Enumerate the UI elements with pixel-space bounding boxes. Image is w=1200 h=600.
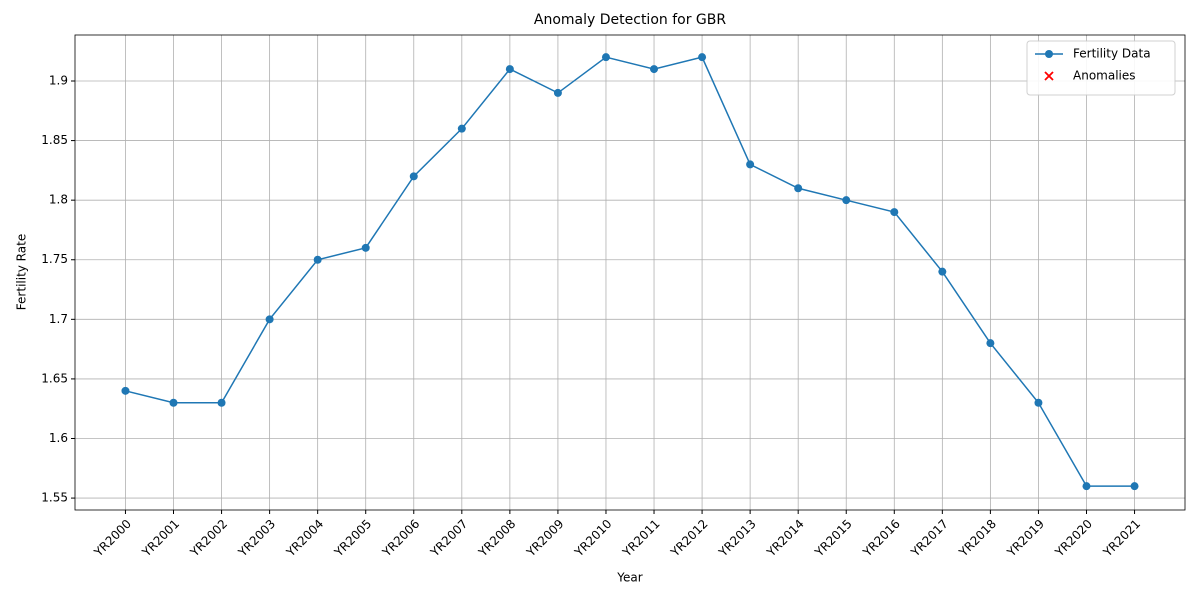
point (121, 386, 130, 395)
point (457, 124, 466, 133)
point (1082, 482, 1091, 491)
point (698, 53, 707, 62)
x-tick-label: YR2000 (91, 517, 134, 560)
legend-label: Fertility Data (1073, 47, 1151, 61)
point (313, 255, 322, 264)
x-tick-label: YR2011 (619, 517, 662, 560)
point (169, 398, 178, 407)
point (217, 398, 226, 407)
point (505, 65, 514, 74)
y-tick-label: 1.6 (49, 431, 68, 445)
point (986, 339, 995, 348)
y-axis-label: Fertility Rate (15, 234, 29, 310)
line (125, 56, 1135, 487)
x-tick-label: YR2007 (427, 517, 470, 560)
y-tick-label: 1.8 (49, 193, 68, 207)
legend-marker (1044, 71, 1054, 81)
x-tick-label: YR2012 (667, 517, 710, 560)
y-tick-label: 1.75 (41, 252, 68, 266)
point (746, 160, 755, 169)
point (409, 172, 418, 181)
point (794, 184, 803, 193)
plot-frame (74, 34, 1186, 511)
y-tick-label: 1.7 (49, 312, 68, 326)
x-tick-label: YR2002 (187, 517, 230, 560)
x-tick-label: YR2003 (235, 517, 278, 560)
x-tick-label: YR2005 (331, 517, 374, 560)
x-tick-label: YR2001 (139, 517, 182, 560)
x-tick-label: YR2016 (860, 517, 903, 560)
x-tick-label: YR2008 (475, 517, 518, 560)
x-tick-label: YR2006 (379, 517, 422, 560)
legend-box (1026, 40, 1176, 96)
point (938, 267, 947, 276)
x-tick-label: YR2014 (763, 517, 806, 560)
x-tick-label: YR2013 (715, 517, 758, 560)
point (601, 53, 610, 62)
legend-label: Anomalies (1073, 69, 1136, 83)
point (1034, 398, 1043, 407)
legend-marker (1045, 50, 1053, 58)
x-axis-label: Year (616, 571, 642, 585)
x-tick-label: YR2004 (283, 517, 326, 560)
x-tick-label: YR2010 (571, 517, 614, 560)
chart-title: Anomaly Detection for GBR (534, 12, 726, 28)
legend: Fertility Data Anomalies (1026, 40, 1176, 96)
point (890, 208, 899, 217)
point (361, 243, 370, 252)
point (650, 65, 659, 74)
point (842, 196, 851, 205)
x-tick-label: YR2019 (1004, 517, 1047, 560)
x-tick-label: YR2009 (523, 517, 566, 560)
y-tick-label: 1.85 (41, 133, 68, 147)
x-tick-label: YR2020 (1052, 517, 1095, 560)
y-tick-label: 1.55 (41, 491, 68, 505)
point (553, 88, 562, 97)
x-tick-label: YR2017 (908, 517, 951, 560)
y-tick-label: 1.9 (49, 73, 68, 87)
x-tick-label: YR2021 (1100, 517, 1143, 560)
point (1130, 482, 1139, 491)
y-tick-label: 1.65 (41, 371, 68, 385)
marker-x (1044, 71, 1054, 81)
point (265, 315, 274, 324)
x-tick-label: YR2015 (812, 517, 855, 560)
x-tick-label: YR2018 (956, 517, 999, 560)
